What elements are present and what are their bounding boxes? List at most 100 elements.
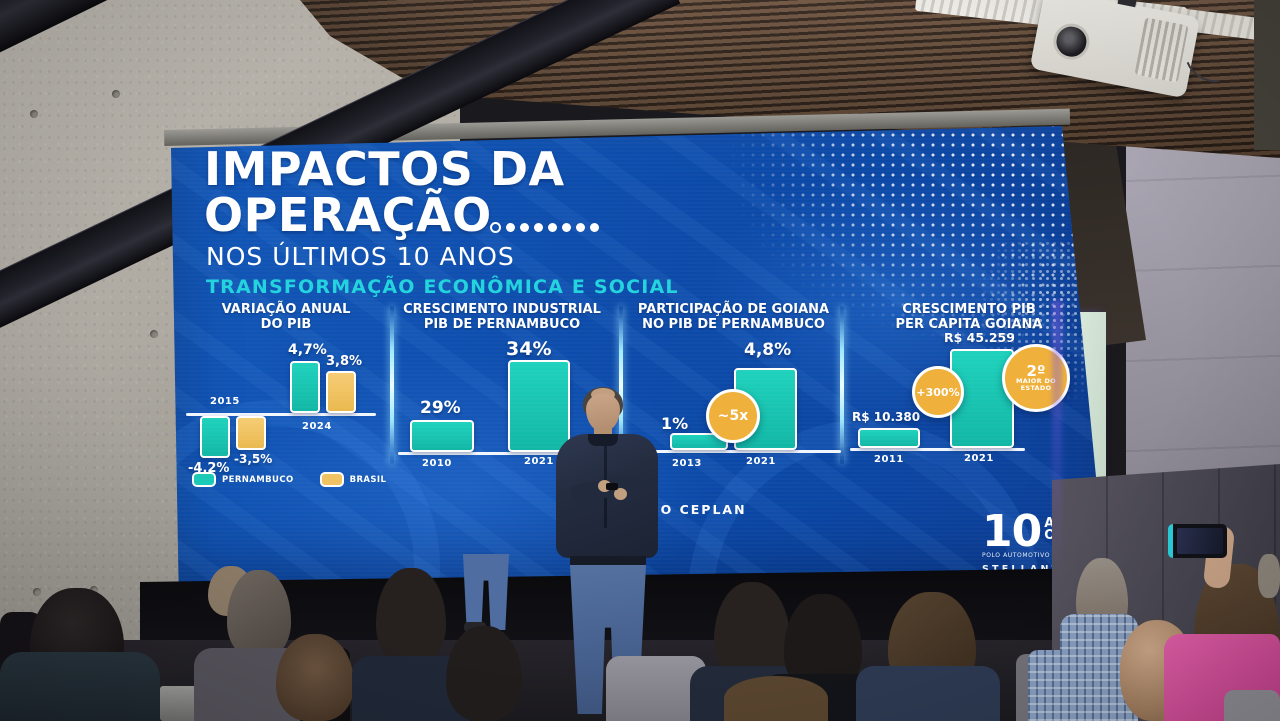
value-label: 34% xyxy=(506,338,551,360)
value-label: R$ 45.259 xyxy=(944,330,1015,345)
slide-subtitle: NOS ÚLTIMOS 10 ANOS xyxy=(206,242,515,271)
presenter-collar xyxy=(588,434,618,446)
chart-title-line: PER CAPITA GOIANA xyxy=(850,317,1088,332)
value-label: 4,7% xyxy=(288,342,327,358)
progress-dot-active xyxy=(490,222,501,233)
year-label: 2021 xyxy=(964,453,994,464)
chart-separator xyxy=(390,306,394,464)
bar-pernambuco-2015 xyxy=(200,416,230,458)
projector-vent-grille xyxy=(1134,17,1189,83)
chart-title-line: VARIAÇÃO ANUAL xyxy=(186,302,386,317)
chart-gdp-per-capita: CRESCIMENTO PIB PER CAPITA GOIANA +300% … xyxy=(850,302,1088,497)
slide-tagline: TRANSFORMAÇÃO ECONÔMICA E SOCIAL xyxy=(206,276,679,298)
legend-item-brasil: BRASIL xyxy=(319,472,387,487)
progress-dot xyxy=(534,223,543,232)
bar-2011 xyxy=(858,428,920,448)
year-label: 2021 xyxy=(524,456,554,467)
chart-industrial-gdp: CRESCIMENTO INDUSTRIAL PIB DE PERNAMBUCO… xyxy=(398,302,606,487)
bar-2021 xyxy=(508,360,570,452)
chart-axis xyxy=(186,413,376,416)
chart-title: PARTICIPAÇÃO DE GOIANA NO PIB DE PERNAMB… xyxy=(626,302,841,332)
audience-shoulders xyxy=(856,666,1000,721)
presenter-remote xyxy=(606,483,618,490)
chart-axis xyxy=(626,450,841,453)
audience-shoulders xyxy=(0,652,160,721)
year-label: 2015 xyxy=(210,396,240,407)
smartphone xyxy=(1168,524,1227,558)
presenter-face xyxy=(586,394,620,432)
audience-head xyxy=(724,676,828,721)
legend-swatch-teal xyxy=(192,472,216,487)
chart-title: VARIAÇÃO ANUAL DO PIB xyxy=(186,302,386,332)
chart-title-line: CRESCIMENTO PIB xyxy=(850,302,1088,317)
audience-head xyxy=(276,634,354,721)
badge-text: +300% xyxy=(916,385,960,399)
badge-rank-line: ESTADO xyxy=(1020,384,1052,392)
audience-head xyxy=(227,570,291,658)
projector-mount xyxy=(1117,0,1139,8)
legend-swatch-yellow xyxy=(319,472,344,487)
badge-text: ~5x xyxy=(717,408,749,424)
chart-gdp-variation: VARIAÇÃO ANUAL DO PIB 2015 2024 -4,2% -3… xyxy=(186,302,386,500)
projector-lens xyxy=(1050,20,1093,63)
chair-back xyxy=(1224,690,1280,721)
progress-dot xyxy=(548,223,557,232)
bar-pernambuco-2024 xyxy=(290,361,320,413)
right-edge-wall xyxy=(1254,0,1280,150)
screen-light-spill xyxy=(1052,300,1062,580)
right-wall xyxy=(1126,92,1280,522)
chart-title-line: DO PIB xyxy=(186,317,386,332)
chart-separator xyxy=(840,306,844,464)
slide-title-line2: OPERAÇÃO xyxy=(204,192,492,238)
year-label: 2013 xyxy=(672,458,702,469)
chart-axis xyxy=(850,448,1025,451)
presenter-hand xyxy=(614,488,627,500)
bar-2010 xyxy=(410,420,474,452)
value-label: -3,5% xyxy=(234,452,272,466)
slide-progress-dots xyxy=(490,222,599,233)
progress-dot xyxy=(506,223,515,232)
progress-dot xyxy=(520,223,529,232)
value-label: 29% xyxy=(420,398,461,418)
value-label: 4,8% xyxy=(744,340,791,360)
chart-title: CRESCIMENTO PIB PER CAPITA GOIANA xyxy=(850,302,1088,332)
chart-title-line: CRESCIMENTO INDUSTRIAL xyxy=(398,302,606,317)
progress-dot xyxy=(562,223,571,232)
chart-goiana-share: PARTICIPAÇÃO DE GOIANA NO PIB DE PERNAMB… xyxy=(626,302,841,487)
chart-title-line: PARTICIPAÇÃO DE GOIANA xyxy=(626,302,841,317)
logo-number: 10 xyxy=(982,510,1042,554)
concrete-tie-hole xyxy=(30,110,38,118)
chair-back xyxy=(606,656,706,721)
bar-brasil-2015 xyxy=(236,416,266,450)
year-label: 2021 xyxy=(746,456,776,467)
chart-title: CRESCIMENTO INDUSTRIAL PIB DE PERNAMBUCO xyxy=(398,302,606,332)
year-label: 2010 xyxy=(422,458,452,469)
audience-head xyxy=(376,568,446,664)
value-label: R$ 10.380 xyxy=(852,410,920,424)
year-label: 2024 xyxy=(302,421,332,432)
growth-badge: +300% xyxy=(912,366,964,418)
multiplier-badge: ~5x xyxy=(706,389,760,443)
chart-title-line: PIB DE PERNAMBUCO xyxy=(398,317,606,332)
presenter-belt xyxy=(570,556,646,565)
bar-brasil-2024 xyxy=(326,371,356,413)
year-label: 2011 xyxy=(874,454,904,465)
progress-dot xyxy=(576,223,585,232)
slide-title-line1: IMPACTOS DA xyxy=(204,146,565,192)
badge-rank-number: 2º xyxy=(1026,362,1046,380)
badge-rank-line: MAIOR DO xyxy=(1015,377,1057,385)
audience-head xyxy=(714,582,790,682)
concrete-tie-hole xyxy=(150,330,158,338)
chart-legend: PERNAMBUCO BRASIL xyxy=(192,472,386,487)
concrete-tie-hole xyxy=(112,90,120,98)
chart-title-line: NO PIB DE PERNAMBUCO xyxy=(626,317,841,332)
presenter-neck xyxy=(594,428,612,438)
value-label: 1% xyxy=(661,414,688,433)
chart-axis xyxy=(398,452,603,455)
legend-label: PERNAMBUCO xyxy=(222,475,294,485)
audience-head xyxy=(446,626,522,721)
legend-item-pernambuco: PERNAMBUCO xyxy=(192,472,294,487)
progress-dot xyxy=(590,223,599,232)
chart-separator xyxy=(619,306,623,464)
concrete-tie-hole xyxy=(33,588,41,596)
